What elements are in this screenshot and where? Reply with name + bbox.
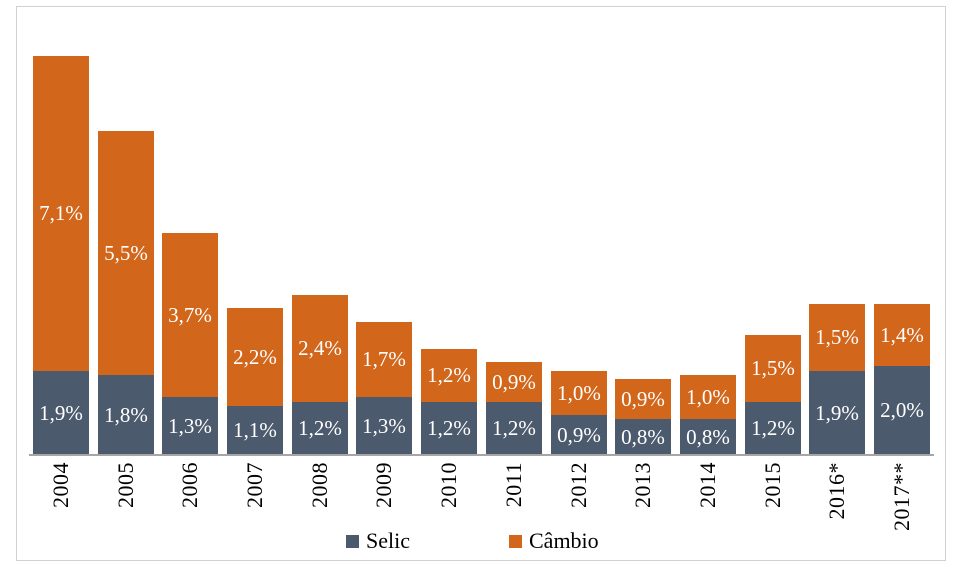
legend: Selic Câmbio xyxy=(346,530,599,552)
bar-value-label: 1,1% xyxy=(233,418,277,442)
bar-value-label: 1,8% xyxy=(104,402,148,427)
bar-segment-selic-2012[interactable]: 0,9% xyxy=(551,415,607,455)
bar-segment-selic-2016[interactable]: 1,9% xyxy=(809,371,865,455)
bar-value-label: 1,7% xyxy=(362,347,406,371)
x-tick-label-2004: 2004 xyxy=(48,462,73,508)
bar-value-label: 0,8% xyxy=(621,424,665,449)
bar-segment-selic-2009[interactable]: 1,3% xyxy=(356,397,412,455)
bar-value-label: 0,9% xyxy=(492,369,536,394)
bar-segment-selic-2007[interactable]: 1,1% xyxy=(227,406,283,455)
bar-segment-selic-2013[interactable]: 0,8% xyxy=(615,419,671,455)
bar-value-label: 1,5% xyxy=(815,325,859,349)
x-tick-label-2011: 2011 xyxy=(501,462,526,508)
bar-value-label: 1,3% xyxy=(168,413,212,438)
legend-label-selic: Selic xyxy=(366,528,410,553)
bar-segment-cambio-2007[interactable]: 2,2% xyxy=(227,308,283,406)
bar-segment-cambio-2006[interactable]: 3,7% xyxy=(162,233,218,397)
bar-value-label: 1,2% xyxy=(751,416,795,440)
bar-segment-cambio-2015[interactable]: 1,5% xyxy=(745,335,801,402)
bar-segment-cambio-2017[interactable]: 1,4% xyxy=(874,304,930,366)
chart-frame xyxy=(16,6,946,561)
bar-segment-cambio-2011[interactable]: 0,9% xyxy=(486,362,542,402)
bar-value-label: 1,0% xyxy=(557,380,601,405)
bar-value-label: 3,7% xyxy=(168,302,212,327)
bar-segment-selic-2017[interactable]: 2,0% xyxy=(874,366,930,455)
bar-segment-cambio-2012[interactable]: 1,0% xyxy=(551,371,607,415)
cambio-swatch-icon xyxy=(509,534,522,548)
bar-value-label: 1,3% xyxy=(362,413,406,438)
bar-value-label: 1,9% xyxy=(39,400,83,425)
bar-segment-cambio-2010[interactable]: 1,2% xyxy=(421,349,477,402)
bar-segment-cambio-2004[interactable]: 7,1% xyxy=(33,56,89,371)
x-tick-label-2008: 2008 xyxy=(307,462,332,508)
x-tick-label-2014: 2014 xyxy=(695,462,720,508)
x-tick-label-2006: 2006 xyxy=(177,462,202,508)
bar-value-label: 0,9% xyxy=(621,386,665,411)
bar-segment-selic-2008[interactable]: 1,2% xyxy=(292,402,348,455)
bar-value-label: 1,2% xyxy=(492,416,536,440)
bar-segment-selic-2011[interactable]: 1,2% xyxy=(486,402,542,455)
x-tick-label-2016: 2016* xyxy=(824,462,849,520)
bar-segment-selic-2006[interactable]: 1,3% xyxy=(162,397,218,455)
x-tick-label-2012: 2012 xyxy=(566,462,591,508)
bar-segment-selic-2010[interactable]: 1,2% xyxy=(421,402,477,455)
bar-segment-cambio-2013[interactable]: 0,9% xyxy=(615,379,671,419)
x-axis-line xyxy=(29,454,934,456)
legend-label-cambio: Câmbio xyxy=(529,528,599,553)
legend-item-selic[interactable]: Selic xyxy=(346,530,410,552)
bar-segment-cambio-2005[interactable]: 5,5% xyxy=(98,131,154,375)
bar-segment-selic-2015[interactable]: 1,2% xyxy=(745,402,801,455)
x-tick-label-2013: 2013 xyxy=(630,462,655,508)
bar-value-label: 1,2% xyxy=(427,416,471,440)
bar-value-label: 1,4% xyxy=(880,322,924,347)
selic-swatch-icon xyxy=(346,534,359,548)
x-tick-label-2009: 2009 xyxy=(371,462,396,508)
x-tick-label-2015: 2015 xyxy=(760,462,785,508)
bar-value-label: 5,5% xyxy=(104,240,148,265)
bar-value-label: 1,9% xyxy=(815,400,859,425)
bar-segment-selic-2005[interactable]: 1,8% xyxy=(98,375,154,455)
x-tick-label-2007: 2007 xyxy=(242,462,267,508)
bar-value-label: 1,2% xyxy=(427,363,471,387)
x-tick-label-2017: 2017** xyxy=(889,462,914,531)
bar-value-label: 0,8% xyxy=(686,424,730,449)
bar-value-label: 2,2% xyxy=(233,344,277,369)
bar-segment-cambio-2016[interactable]: 1,5% xyxy=(809,304,865,371)
x-tick-label-2010: 2010 xyxy=(436,462,461,508)
bar-segment-selic-2014[interactable]: 0,8% xyxy=(680,419,736,455)
bar-value-label: 1,0% xyxy=(686,384,730,409)
bar-segment-cambio-2014[interactable]: 1,0% xyxy=(680,375,736,419)
x-tick-label-2005: 2005 xyxy=(113,462,138,508)
bar-segment-cambio-2008[interactable]: 2,4% xyxy=(292,295,348,402)
bar-segment-selic-2004[interactable]: 1,9% xyxy=(33,371,89,455)
bar-value-label: 7,1% xyxy=(39,201,83,225)
bar-segment-cambio-2009[interactable]: 1,7% xyxy=(356,322,412,397)
bar-value-label: 1,5% xyxy=(751,356,795,380)
bar-value-label: 0,9% xyxy=(557,422,601,447)
bar-value-label: 2,4% xyxy=(298,336,342,360)
bar-value-label: 2,0% xyxy=(880,398,924,422)
bar-value-label: 1,2% xyxy=(298,416,342,440)
legend-item-cambio[interactable]: Câmbio xyxy=(509,530,599,552)
